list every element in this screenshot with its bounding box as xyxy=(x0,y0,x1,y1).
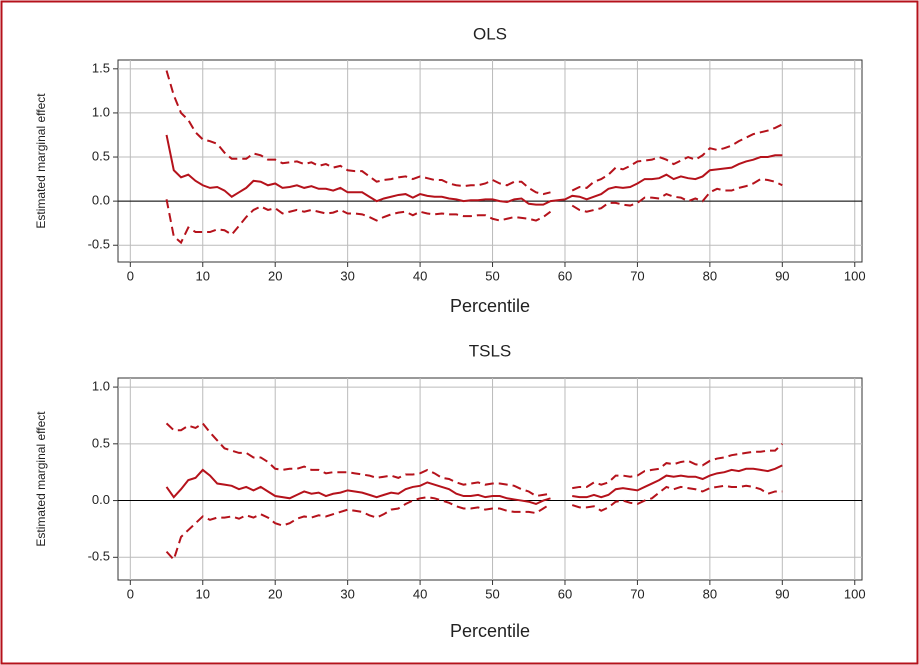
x-tick-label: 50 xyxy=(485,268,499,283)
x-tick-label: 100 xyxy=(844,586,866,601)
x-tick-label: 50 xyxy=(485,586,499,601)
estimate-line xyxy=(165,464,783,506)
x-tick-label: 70 xyxy=(630,586,644,601)
chart-title: TSLS xyxy=(469,341,512,360)
band-line xyxy=(165,484,783,562)
y-axis-label: Estimated marginal effect xyxy=(34,93,48,229)
x-tick-label: 30 xyxy=(340,586,354,601)
x-tick-label: 60 xyxy=(558,586,572,601)
x-tick-label: 90 xyxy=(775,268,789,283)
x-axis-label: Percentile xyxy=(450,296,530,316)
y-tick-label: -0.5 xyxy=(88,237,110,252)
y-tick-label: 0.0 xyxy=(92,193,110,208)
x-tick-label: 90 xyxy=(775,586,789,601)
plot-area xyxy=(117,377,863,581)
x-tick-label: 10 xyxy=(196,268,210,283)
x-tick-label: 0 xyxy=(127,586,134,601)
band-line xyxy=(165,178,783,245)
y-tick-label: 0.5 xyxy=(92,435,110,450)
band-line xyxy=(165,70,783,196)
x-tick-label: 20 xyxy=(268,268,282,283)
y-tick-label: 1.0 xyxy=(92,379,110,394)
x-tick-label: 30 xyxy=(340,268,354,283)
x-tick-label: 80 xyxy=(703,586,717,601)
x-tick-label: 0 xyxy=(127,268,134,283)
y-tick-label: 0.5 xyxy=(92,148,110,163)
estimate-line xyxy=(165,134,783,206)
x-tick-label: 20 xyxy=(268,586,282,601)
y-tick-label: 1.5 xyxy=(92,60,110,75)
y-tick-label: 1.0 xyxy=(92,104,110,119)
y-axis-label: Estimated marginal effect xyxy=(34,411,48,547)
x-tick-label: 40 xyxy=(413,586,427,601)
x-tick-label: 70 xyxy=(630,268,644,283)
x-tick-label: 80 xyxy=(703,268,717,283)
x-tick-label: 10 xyxy=(196,586,210,601)
x-tick-label: 60 xyxy=(558,268,572,283)
band-line xyxy=(165,422,783,498)
x-axis-label: Percentile xyxy=(450,621,530,641)
x-tick-label: 100 xyxy=(844,268,866,283)
chart-title: OLS xyxy=(473,24,507,43)
y-tick-label: 0.0 xyxy=(92,492,110,507)
x-tick-label: 40 xyxy=(413,268,427,283)
plot-area xyxy=(117,59,863,263)
y-tick-label: -0.5 xyxy=(88,549,110,564)
